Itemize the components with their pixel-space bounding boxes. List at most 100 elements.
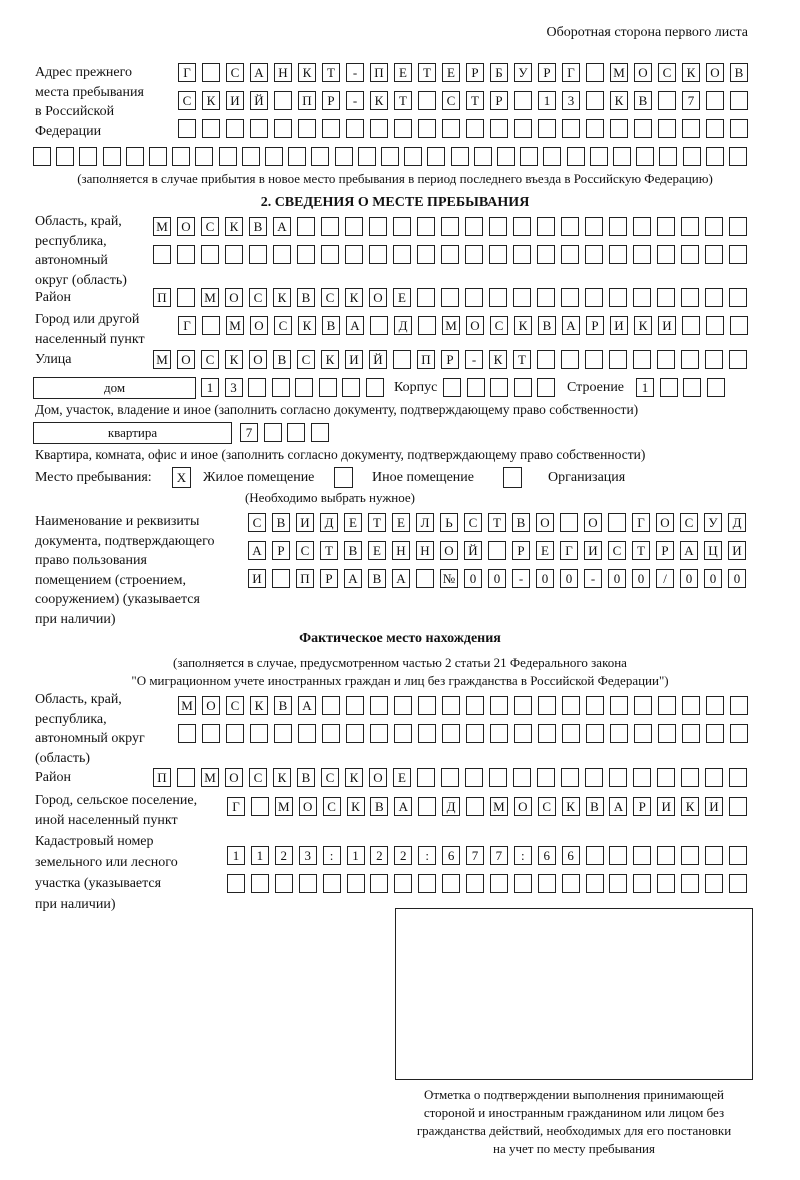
char-cell[interactable]: 3 <box>562 91 580 110</box>
char-cell[interactable]: 0 <box>536 569 554 588</box>
char-cell[interactable]: К <box>273 768 291 787</box>
char-cell[interactable] <box>657 768 675 787</box>
char-cell[interactable]: Р <box>320 569 338 588</box>
char-cell[interactable]: С <box>680 513 698 532</box>
char-cell[interactable]: В <box>249 217 267 236</box>
char-cell[interactable]: К <box>346 797 365 816</box>
char-cell[interactable] <box>473 147 492 166</box>
char-cell[interactable]: Г <box>178 63 196 82</box>
char-cell[interactable]: О <box>225 288 243 307</box>
char-cell[interactable]: 2 <box>394 846 413 865</box>
char-cell[interactable] <box>730 316 748 335</box>
char-cell[interactable] <box>513 378 532 397</box>
char-cell[interactable]: М <box>274 797 293 816</box>
char-cell[interactable]: 1 <box>346 846 365 865</box>
char-cell[interactable]: С <box>322 797 341 816</box>
char-cell[interactable] <box>418 724 436 743</box>
char-cell[interactable] <box>248 378 266 397</box>
char-cell[interactable]: А <box>562 316 580 335</box>
char-cell[interactable]: К <box>514 316 532 335</box>
char-cell[interactable] <box>705 245 723 264</box>
char-cell[interactable]: С <box>201 217 219 236</box>
char-cell[interactable]: И <box>345 350 363 369</box>
char-cell[interactable]: С <box>608 541 626 560</box>
char-cell[interactable] <box>370 724 388 743</box>
char-cell[interactable] <box>729 768 747 787</box>
char-cell[interactable] <box>609 768 627 787</box>
char-cell[interactable]: О <box>298 797 317 816</box>
char-cell[interactable]: К <box>634 316 652 335</box>
char-cell[interactable]: Г <box>560 541 578 560</box>
char-cell[interactable] <box>250 119 268 138</box>
char-cell[interactable] <box>613 147 631 166</box>
char-cell[interactable] <box>659 378 678 397</box>
char-cell[interactable]: О <box>656 513 674 532</box>
char-cell[interactable]: С <box>296 541 314 560</box>
char-cell[interactable] <box>537 378 555 397</box>
char-cell[interactable]: К <box>345 288 363 307</box>
char-cell[interactable] <box>465 245 483 264</box>
char-cell[interactable]: Й <box>464 541 482 560</box>
char-cell[interactable]: В <box>273 350 291 369</box>
char-cell[interactable]: : <box>418 846 437 865</box>
char-cell[interactable]: С <box>248 513 266 532</box>
char-cell[interactable]: С <box>226 696 244 715</box>
char-cell[interactable] <box>730 724 748 743</box>
char-cell[interactable] <box>585 874 604 893</box>
char-cell[interactable] <box>705 217 723 236</box>
char-cell[interactable] <box>657 245 675 264</box>
char-cell[interactable] <box>490 378 508 397</box>
char-cell[interactable]: Т <box>488 513 506 532</box>
char-cell[interactable] <box>466 696 484 715</box>
char-cell[interactable] <box>633 217 651 236</box>
char-cell[interactable]: Н <box>416 541 434 560</box>
char-cell[interactable]: И <box>658 316 676 335</box>
char-cell[interactable] <box>226 119 244 138</box>
char-cell[interactable] <box>227 874 245 893</box>
char-cell[interactable] <box>250 724 268 743</box>
char-cell[interactable]: В <box>730 63 748 82</box>
char-cell[interactable] <box>705 846 723 865</box>
char-cell[interactable] <box>514 91 532 110</box>
char-cell[interactable]: О <box>249 350 267 369</box>
char-cell[interactable]: О <box>177 217 195 236</box>
char-cell[interactable] <box>56 147 75 166</box>
char-cell[interactable] <box>345 245 363 264</box>
char-cell[interactable]: П <box>153 288 171 307</box>
char-cell[interactable]: С <box>274 316 292 335</box>
char-cell[interactable]: О <box>584 513 602 532</box>
char-cell[interactable] <box>729 217 747 236</box>
char-cell[interactable] <box>172 147 191 166</box>
char-cell[interactable] <box>586 63 604 82</box>
char-cell[interactable]: О <box>536 513 554 532</box>
char-cell[interactable] <box>610 696 628 715</box>
char-cell[interactable] <box>346 119 364 138</box>
char-cell[interactable] <box>489 768 507 787</box>
char-cell[interactable] <box>346 696 364 715</box>
char-cell[interactable]: А <box>273 217 291 236</box>
char-cell[interactable]: И <box>705 797 723 816</box>
char-cell[interactable]: К <box>370 91 388 110</box>
char-cell[interactable] <box>218 147 237 166</box>
char-cell[interactable]: А <box>680 541 698 560</box>
char-cell[interactable]: К <box>298 316 316 335</box>
char-cell[interactable]: Д <box>442 797 461 816</box>
char-cell[interactable]: Г <box>632 513 650 532</box>
char-cell[interactable]: 0 <box>632 569 650 588</box>
stay-checkbox-organization[interactable] <box>503 467 522 488</box>
char-cell[interactable] <box>514 696 532 715</box>
char-cell[interactable]: В <box>368 569 386 588</box>
char-cell[interactable] <box>417 245 435 264</box>
char-cell[interactable]: Е <box>344 513 362 532</box>
char-cell[interactable] <box>562 696 580 715</box>
char-cell[interactable]: О <box>369 288 387 307</box>
char-cell[interactable]: К <box>225 350 243 369</box>
char-cell[interactable] <box>489 874 508 893</box>
char-cell[interactable]: С <box>321 768 339 787</box>
char-cell[interactable] <box>658 724 676 743</box>
char-cell[interactable]: 7 <box>240 423 258 442</box>
char-cell[interactable] <box>513 217 531 236</box>
char-cell[interactable]: М <box>201 288 219 307</box>
char-cell[interactable]: - <box>465 350 483 369</box>
char-cell[interactable] <box>682 119 700 138</box>
